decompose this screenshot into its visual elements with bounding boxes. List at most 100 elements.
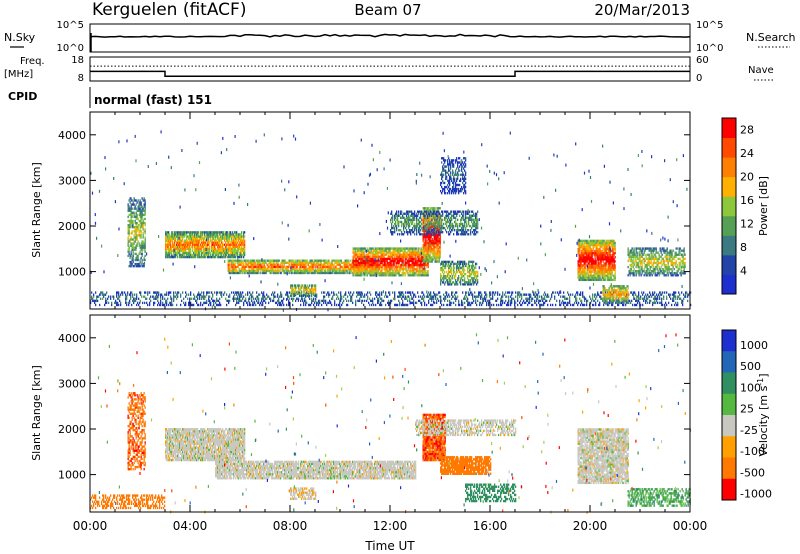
power-cell [200,231,202,234]
power-cell [171,247,173,251]
power-cell [378,301,380,305]
power-cell [247,301,249,305]
power-cell [298,269,300,273]
power-cell [257,263,259,266]
power-cell [404,303,406,307]
power-cell [323,259,325,262]
power-cell [299,269,301,273]
power-cell [276,269,278,273]
power-cell [361,253,363,256]
power-cell [131,291,133,294]
power-cell [355,247,357,250]
power-cell [414,259,416,263]
power-cell [414,263,416,267]
power-cell [421,251,423,254]
power-cell [140,219,142,223]
power-cell [271,259,273,262]
power-cell [191,241,193,244]
power-cell [201,231,203,234]
power-cell [642,297,644,300]
power-cell [406,251,408,254]
power-cell [533,293,535,296]
power-cell [467,299,469,303]
power-cell [296,271,298,275]
power-cell [277,295,279,298]
power-cell [179,235,181,238]
power-cell [130,207,132,210]
power-cell [243,253,245,257]
power-cell [382,253,384,256]
power-cell [404,249,406,252]
power-cell [364,295,366,298]
power-cell [375,247,377,250]
power-cell [471,293,473,296]
power-cell [353,259,355,263]
power-cell [334,299,336,303]
power-cell [117,297,119,300]
power-cell [403,255,405,258]
power-cell [407,295,409,298]
power-cell [237,261,239,264]
power-cell [182,233,184,236]
power-cell [230,243,232,246]
power-cell [164,303,166,307]
power-cell [530,293,532,296]
power-cell [306,259,308,262]
power-cell [393,263,395,267]
power-cell [462,301,464,305]
power-cell [369,253,371,256]
power-cell [372,249,374,252]
power-cell [233,269,235,273]
power-cell [412,297,414,300]
power-cell [237,241,239,244]
power-cell [181,243,183,246]
power-cell [408,249,410,252]
power-cell [372,247,374,250]
power-cell [339,303,341,307]
power-cell [402,265,404,269]
power-cell [133,236,135,239]
noise-panel-frame [89,23,691,53]
power-cell [281,259,283,262]
power-cell [299,265,301,269]
power-cell [139,211,141,214]
power-cell [131,221,133,225]
power-cell [658,293,660,296]
power-cell [371,299,373,303]
power-cell [176,251,178,255]
power-cell [395,247,397,250]
power-cell [333,271,335,275]
power-cell [252,301,254,305]
power-cell [283,263,285,266]
power-cell [216,303,218,307]
power-cell [383,259,385,263]
power-cell [242,269,244,273]
power-cell [345,293,347,296]
power-cell [196,251,198,255]
power-cell [235,235,237,238]
power-cell [193,303,195,307]
power-cell [382,247,384,250]
power-cell [517,295,519,298]
power-cell [134,297,136,300]
power-cell [236,291,238,294]
power-cell [259,293,261,296]
power-cell [447,299,449,303]
power-cell [135,224,137,227]
power-cell [659,295,661,298]
power-cell [381,251,383,254]
power-cell [361,270,363,273]
power-cell [267,263,269,266]
power-cell [409,297,411,300]
power-cell [191,255,193,259]
power-cell [294,267,296,271]
power-cell [384,263,386,267]
power-cell [369,255,371,258]
power-cell [331,291,333,294]
power-cell [422,225,424,228]
power-cell [143,230,145,233]
power-cell [206,243,208,246]
power-cell [362,247,364,250]
power-cell [354,257,356,261]
power-cell [292,259,294,262]
